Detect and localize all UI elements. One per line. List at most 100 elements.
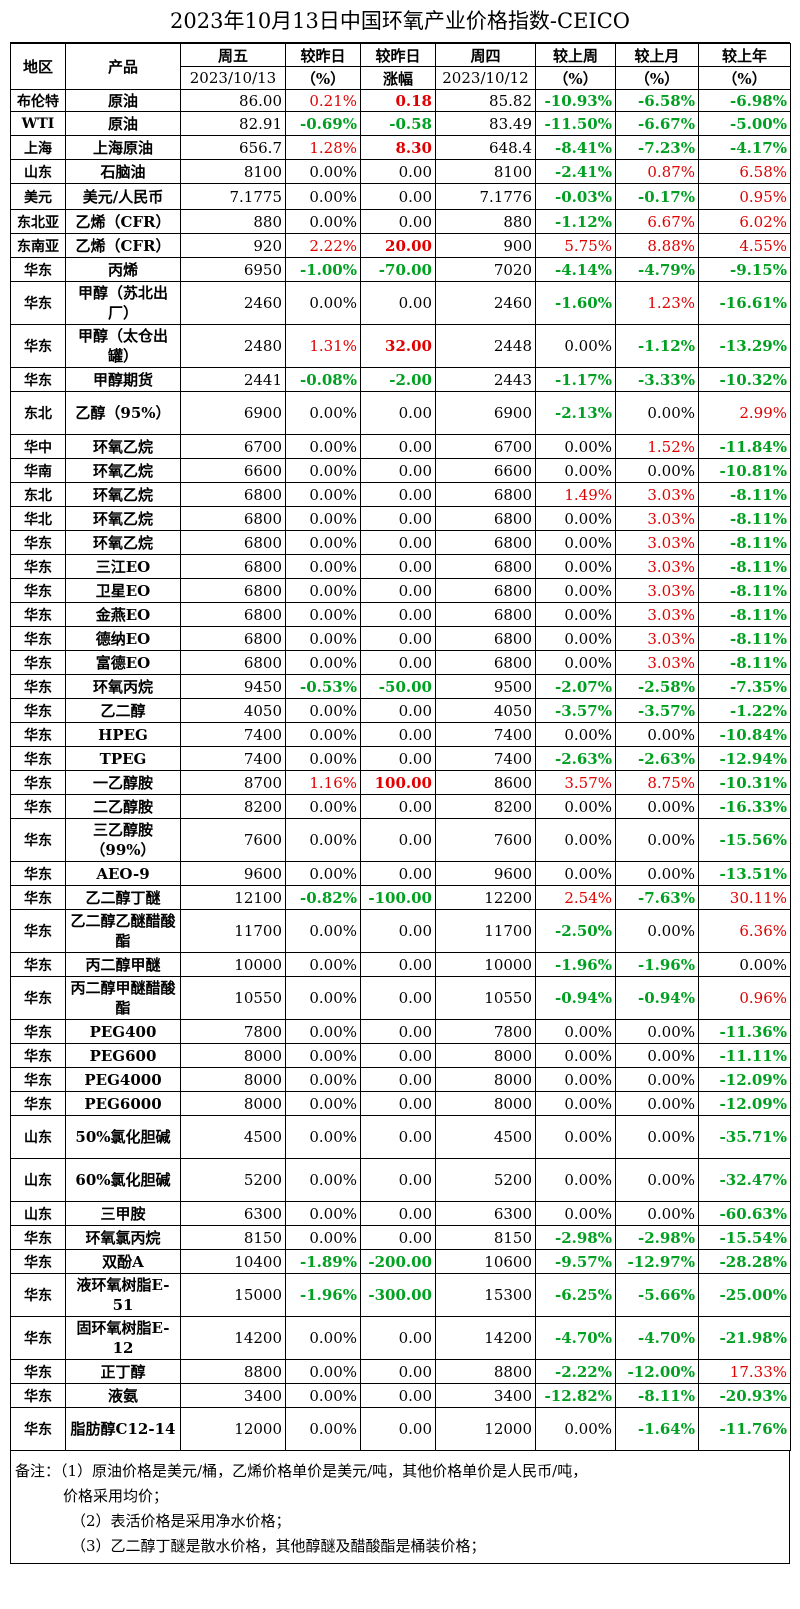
month-pct-cell: 0.00% (615, 1115, 699, 1159)
week-pct-cell: -2.13% (535, 391, 616, 435)
thu-price-cell: 15300 (435, 1273, 536, 1317)
table-row: 华东 环氧丙烷 9450 -0.53% -50.00 9500 -2.07% -2.58% -7… (10, 674, 791, 699)
region-cell: 东北亚 (10, 209, 66, 234)
header-thu: 周四 (435, 43, 536, 67)
region-cell: 华东 (10, 650, 66, 675)
table-row: 华东 甲醇期货 2441 -0.08% -2.00 2443 -1.17% -3.33% -10… (10, 367, 791, 392)
thu-price-cell: 7400 (435, 746, 536, 771)
week-pct-cell: 0.00% (535, 458, 616, 483)
thu-price-cell: 9500 (435, 674, 536, 699)
week-pct-cell: -1.12% (535, 209, 616, 234)
month-pct-cell: -1.64% (615, 1407, 699, 1451)
thu-price-cell: 3400 (435, 1383, 536, 1408)
day-change-cell: 8.30 (360, 135, 436, 160)
product-cell: 丙二醇甲醚醋酸酯 (65, 976, 181, 1020)
region-cell: 华东 (10, 530, 66, 555)
fri-price-cell: 4500 (180, 1115, 286, 1159)
day-pct-cell: 0.00% (285, 458, 361, 483)
day-change-cell: 0.00 (360, 650, 436, 675)
month-pct-cell: -5.66% (615, 1273, 699, 1317)
product-cell: 甲醇期货 (65, 367, 181, 392)
month-pct-cell: -0.94% (615, 976, 699, 1020)
year-pct-cell: -10.32% (698, 367, 791, 392)
region-cell: 山东 (10, 1201, 66, 1226)
day-change-cell: 0.00 (360, 746, 436, 771)
region-cell: 山东 (10, 1158, 66, 1202)
day-pct-cell: 2.22% (285, 233, 361, 258)
fri-price-cell: 8000 (180, 1091, 286, 1116)
page-title: 2023年10月13日中国环氧产业价格指数-CEICO (10, 0, 790, 43)
week-pct-cell: -6.25% (535, 1273, 616, 1317)
product-cell: TPEG (65, 746, 181, 771)
year-pct-cell: -20.93% (698, 1383, 791, 1408)
week-pct-cell: 0.00% (535, 530, 616, 555)
product-cell: 环氧乙烷 (65, 530, 181, 555)
day-pct-cell: -0.82% (285, 885, 361, 910)
week-pct-cell: 2.54% (535, 885, 616, 910)
year-pct-cell: 0.00% (698, 952, 791, 977)
thu-price-cell: 8000 (435, 1067, 536, 1092)
day-pct-cell: 0.00% (285, 159, 361, 184)
day-change-cell: 0.00 (360, 698, 436, 723)
thu-price-cell: 7800 (435, 1019, 536, 1044)
fri-price-cell: 6950 (180, 257, 286, 282)
table-row: 华东 二乙醇胺 8200 0.00% 0.00 8200 0.00% 0.00% -16.33% (10, 794, 791, 819)
day-change-cell: 0.00 (360, 909, 436, 953)
table-row: 华南 环氧乙烷 6600 0.00% 0.00 6600 0.00% 0.00% -10.81% (10, 458, 791, 483)
week-pct-cell: -4.70% (535, 1316, 616, 1360)
month-pct-cell: 0.00% (615, 1043, 699, 1068)
month-pct-cell: 8.75% (615, 770, 699, 795)
table-row: WTI 原油 82.91 -0.69% -0.58 83.49 -11.50% -6.67% -… (10, 111, 791, 136)
note-1: 备注：（1）原油价格是美元/桶，乙烯价格单价是美元/吨，其他价格单价是人民币/吨… (15, 1462, 588, 1480)
month-pct-cell: 1.52% (615, 434, 699, 459)
product-cell: 一乙醇胺 (65, 770, 181, 795)
month-pct-cell: -6.58% (615, 89, 699, 112)
thu-price-cell: 14200 (435, 1316, 536, 1360)
region-cell: 华东 (10, 1225, 66, 1250)
day-pct-cell: 0.00% (285, 1091, 361, 1116)
day-change-cell: 0.00 (360, 861, 436, 886)
product-cell: 双酚A (65, 1249, 181, 1274)
table-row: 华北 环氧乙烷 6800 0.00% 0.00 6800 0.00% 3.03% -8.11% (10, 506, 791, 531)
table-row: 华东 金燕EO 6800 0.00% 0.00 6800 0.00% 3.03% -8.11% (10, 602, 791, 627)
thu-price-cell: 6800 (435, 506, 536, 531)
year-pct-cell: -8.11% (698, 530, 791, 555)
fri-price-cell: 6800 (180, 482, 286, 507)
table-row: 华东 卫星EO 6800 0.00% 0.00 6800 0.00% 3.03% -8.11% (10, 578, 791, 603)
year-pct-cell: -10.84% (698, 722, 791, 747)
table-row: 华东 TPEG 7400 0.00% 0.00 7400 -2.63% -2.63% -12.9… (10, 746, 791, 771)
month-pct-cell: -2.98% (615, 1225, 699, 1250)
thu-price-cell: 10600 (435, 1249, 536, 1274)
week-pct-cell: 0.00% (535, 1019, 616, 1044)
year-pct-cell: -6.98% (698, 89, 791, 112)
day-change-cell: 0.00 (360, 506, 436, 531)
region-cell: 东北 (10, 482, 66, 507)
year-pct-cell: -11.76% (698, 1407, 791, 1451)
fri-price-cell: 10000 (180, 952, 286, 977)
week-pct-cell: 0.00% (535, 1091, 616, 1116)
year-pct-cell: -8.11% (698, 626, 791, 651)
month-pct-cell: -6.67% (615, 111, 699, 136)
product-cell: 丙烯 (65, 257, 181, 282)
fri-price-cell: 9450 (180, 674, 286, 699)
day-pct-cell: 0.00% (285, 909, 361, 953)
thu-price-cell: 6700 (435, 434, 536, 459)
fri-price-cell: 6300 (180, 1201, 286, 1226)
year-pct-cell: -15.56% (698, 818, 791, 862)
month-pct-cell: 0.00% (615, 458, 699, 483)
day-pct-cell: -1.00% (285, 257, 361, 282)
thu-price-cell: 7020 (435, 257, 536, 282)
fri-price-cell: 6800 (180, 554, 286, 579)
week-pct-cell: -10.93% (535, 89, 616, 112)
day-change-cell: 20.00 (360, 233, 436, 258)
table-row: 华东 富德EO 6800 0.00% 0.00 6800 0.00% 3.03% -8.11% (10, 650, 791, 675)
region-cell: 华东 (10, 746, 66, 771)
month-pct-cell: 8.88% (615, 233, 699, 258)
day-pct-cell: -1.89% (285, 1249, 361, 1274)
header-thu-date: 2023/10/12 (435, 66, 536, 90)
fri-price-cell: 2460 (180, 281, 286, 325)
day-pct-cell: 0.00% (285, 578, 361, 603)
region-cell: 华东 (10, 1316, 66, 1360)
month-pct-cell: 0.00% (615, 1091, 699, 1116)
day-pct-cell: 0.00% (285, 952, 361, 977)
